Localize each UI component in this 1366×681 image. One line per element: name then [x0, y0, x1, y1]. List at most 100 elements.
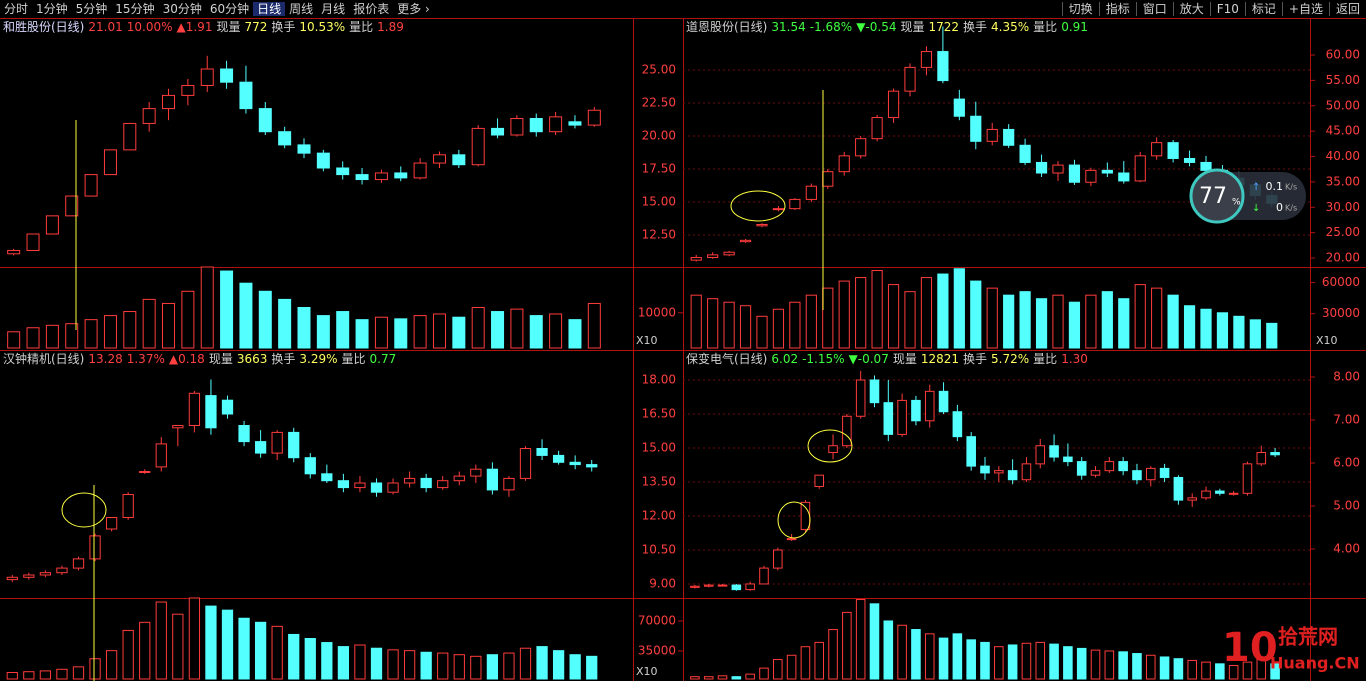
toolbar-button[interactable]: 切换: [1061, 2, 1099, 16]
y-tick-label: 20.00: [642, 129, 676, 143]
toolbar-button[interactable]: 指标: [1098, 2, 1136, 16]
candle-body: [205, 395, 217, 429]
y-tick-label: 17.50: [642, 162, 676, 176]
vol-tick-label: 10000: [638, 305, 676, 319]
toolbar-button[interactable]: 日线: [253, 2, 286, 16]
toolbar-button[interactable]: 报价表: [353, 2, 390, 16]
toolbar-button[interactable]: 更多 ›: [397, 2, 430, 16]
candle-body: [805, 185, 817, 200]
y2-tick-label: 4.00: [1333, 541, 1360, 555]
header-item: 31.54: [771, 20, 805, 34]
toolbar: 分时 1分钟 5分钟 15分钟 30分钟 60分钟 日线 周线 月线 报价表 更多 › 切换 指标 窗口放…: [0, 0, 1366, 18]
candle-body: [103, 149, 117, 176]
candle-body: [200, 68, 214, 86]
volume-bar: [789, 301, 801, 349]
header-item: 道恩股份(日线): [686, 20, 767, 34]
candle-body: [519, 448, 532, 479]
watermark: 10 拾荒网 Huang.CN: [1222, 625, 1360, 673]
candle-body: [1270, 452, 1280, 456]
toolbar-button[interactable]: 1分钟: [36, 2, 68, 16]
volume-bar: [1201, 661, 1211, 680]
candle-body: [1085, 169, 1097, 183]
candle-body: [470, 468, 482, 477]
volume-bar: [238, 617, 250, 680]
volume-bar: [745, 673, 755, 680]
candle-body: [1049, 445, 1059, 458]
candle-body: [952, 411, 963, 438]
toolbar-button[interactable]: 30分钟: [162, 2, 202, 16]
toolbar-button[interactable]: 月线: [321, 2, 346, 16]
volume-bar: [1021, 642, 1032, 680]
volume-bar: [23, 671, 35, 680]
toolbar-button[interactable]: +自选: [1281, 2, 1329, 16]
volume-bar: [413, 315, 427, 349]
toolbar-button[interactable]: 标记: [1244, 2, 1282, 16]
highlight-ellipse: [807, 429, 853, 463]
volume-bar: [1173, 658, 1184, 680]
candle-body: [1076, 461, 1087, 476]
volume-bar: [690, 294, 702, 349]
volume-bar: [56, 668, 68, 680]
toolbar-button[interactable]: F10: [1209, 2, 1245, 16]
candle-body: [355, 174, 369, 181]
volume-bar: [1007, 644, 1018, 680]
volume-bar: [529, 315, 543, 349]
header-item: ▲0.18: [169, 352, 205, 366]
volume-bar: [707, 298, 719, 349]
volume-bar: [172, 613, 184, 680]
toolbar-button[interactable]: 5分钟: [75, 2, 108, 16]
candle-body: [1090, 470, 1101, 476]
volume-bar: [1167, 294, 1179, 349]
volume-bar: [89, 658, 101, 680]
candle-body: [432, 154, 446, 164]
chart-header: 道恩股份(日线) 31.54 -1.68% ▼-0.54 现量 1722 换手 4.35% 量比…: [686, 20, 1088, 34]
candle-body: [1228, 492, 1239, 495]
volume-bar: [220, 270, 234, 349]
header-item: 量比: [342, 352, 366, 366]
header-item: -1.15%: [802, 352, 844, 366]
candle-body: [1145, 467, 1156, 481]
candle-body: [1201, 490, 1211, 499]
toolbar-button[interactable]: 放大: [1172, 2, 1210, 16]
volume-bar: [258, 290, 272, 349]
volume-bar: [355, 319, 369, 349]
header-item: 量比: [349, 20, 373, 34]
candle-body: [23, 574, 35, 578]
watermark-name: 拾荒网: [1278, 625, 1338, 649]
down-arrow: ↓: [1252, 203, 1260, 214]
candle-body: [731, 584, 742, 591]
toolbar-button[interactable]: 周线: [289, 2, 314, 16]
header-item: 21.01: [88, 20, 122, 34]
toolbar-button[interactable]: 60分钟: [209, 2, 250, 16]
candle-body: [123, 122, 137, 151]
y2-tick-label: 60.00: [1326, 48, 1360, 62]
volume-bar: [142, 298, 156, 349]
y-tick-label: 15.00: [642, 195, 676, 209]
candle-body: [1068, 164, 1081, 183]
candle-body: [238, 425, 250, 443]
volume-bar: [200, 266, 214, 349]
volume-bar: [1052, 294, 1064, 349]
volume-bar: [938, 637, 949, 680]
header-item: 772: [244, 20, 267, 34]
candle-body: [883, 402, 894, 435]
volume-bar: [1151, 287, 1163, 349]
header-item: 和胜股份(日线): [3, 19, 84, 34]
header-item: 1722: [928, 20, 959, 34]
annotations: [61, 90, 853, 681]
header-item: 汉钟精机(日线): [3, 351, 84, 366]
candle-body: [828, 445, 838, 454]
vol-unit: X10: [636, 665, 658, 678]
volume-bar: [471, 307, 485, 349]
toolbar-button[interactable]: 返回: [1328, 2, 1366, 16]
toolbar-button[interactable]: 窗口: [1135, 2, 1173, 16]
toolbar-button[interactable]: 分时: [4, 2, 29, 16]
candle-body: [471, 127, 485, 166]
volume-bar: [271, 625, 283, 680]
header-item: 6.02: [771, 352, 798, 366]
toolbar-button[interactable]: 15分钟: [115, 2, 155, 16]
volume-bar: [569, 654, 581, 680]
volume-bar: [72, 666, 85, 680]
candle-body: [723, 251, 735, 256]
volume-bar: [65, 323, 79, 349]
